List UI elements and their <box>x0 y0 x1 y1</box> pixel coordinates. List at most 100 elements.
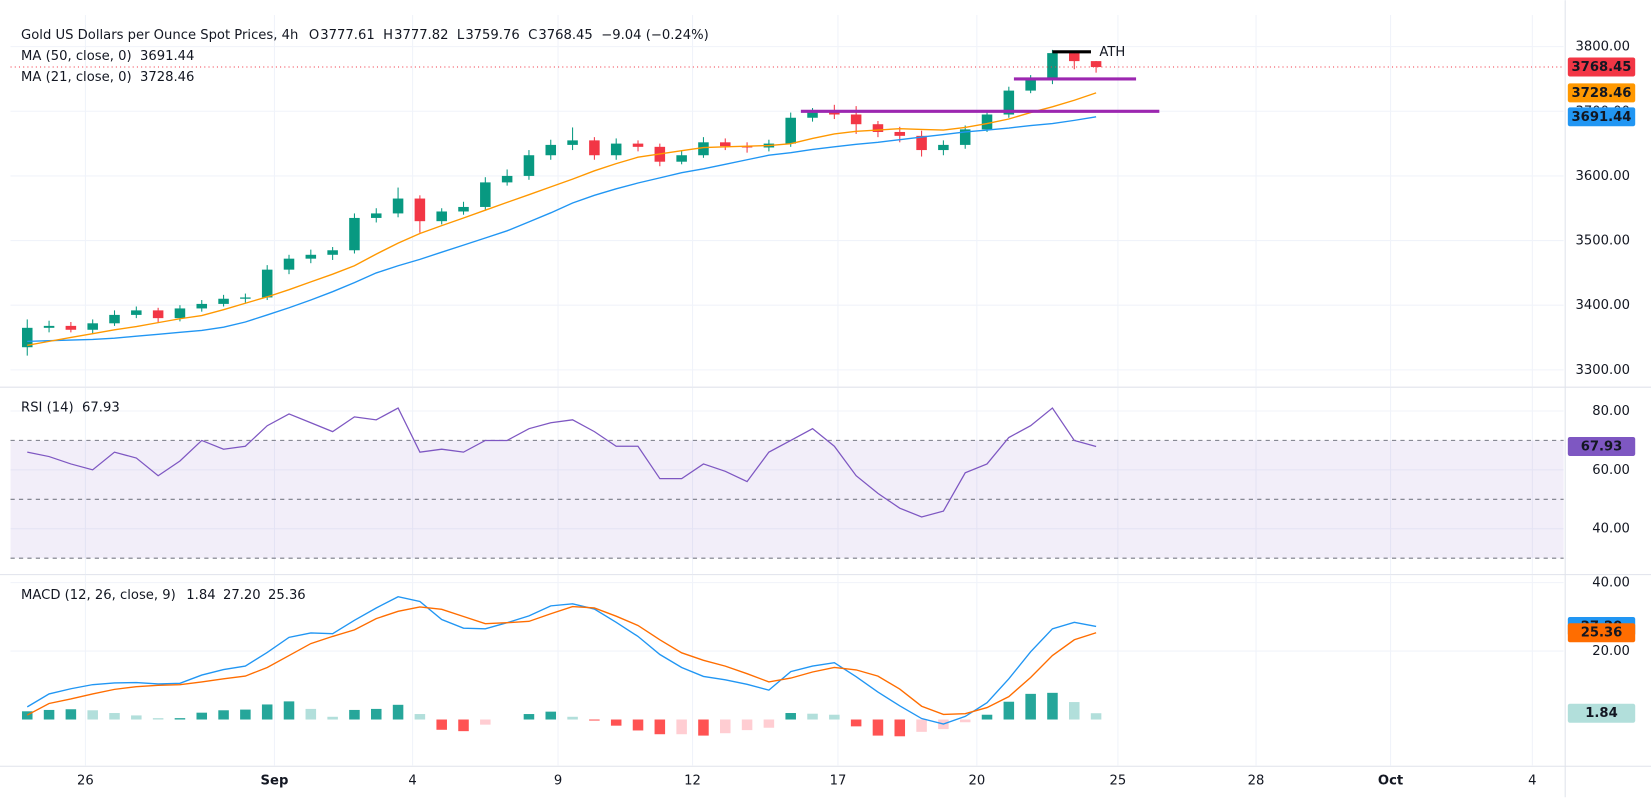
candle-body <box>392 198 404 214</box>
candle-body <box>720 142 731 147</box>
histogram-bar <box>349 709 360 720</box>
histogram-bar <box>327 716 338 720</box>
legend-text: H <box>383 28 393 43</box>
histogram-bar <box>872 719 884 736</box>
candle-body <box>1047 53 1058 81</box>
y-tick-label: 3300.00 <box>1576 363 1630 378</box>
histogram-bar <box>1090 713 1102 720</box>
histogram-bar <box>392 704 404 720</box>
histogram-bar <box>174 718 186 720</box>
histogram-bar <box>458 719 469 732</box>
histogram-bar <box>305 708 317 720</box>
histogram-bar <box>152 718 164 720</box>
legend-text: 27.20 <box>223 588 261 603</box>
x-tick-label: Sep <box>261 773 289 788</box>
x-tick-label: 26 <box>77 773 94 788</box>
candle-body <box>131 310 142 315</box>
histogram-bar <box>959 719 971 723</box>
rsi-line <box>27 407 1097 518</box>
y-tick-label: 40.00 <box>1592 576 1630 591</box>
legend-text: RSI (14) <box>21 401 74 416</box>
histogram-bar <box>240 709 251 720</box>
candle-body <box>261 269 273 298</box>
legend-text: 3777.82 <box>394 28 448 43</box>
legend-text: −9.04 (−0.24%) <box>601 28 709 43</box>
histogram-bar <box>414 714 426 720</box>
histogram-bar <box>850 719 862 727</box>
candle-body <box>785 117 796 144</box>
histogram-bar <box>109 713 120 720</box>
value-tag-label: 3768.45 <box>1572 60 1632 75</box>
candle-body <box>1025 80 1036 91</box>
candle-body <box>458 206 469 212</box>
histogram-bar <box>1025 693 1036 720</box>
x-tick-label: 12 <box>684 773 701 788</box>
histogram-bar <box>436 719 447 730</box>
legend-text: C <box>528 28 537 43</box>
value-tag <box>1567 437 1636 456</box>
value-tag-label: 3728.46 <box>1572 86 1632 101</box>
candle-body <box>196 303 208 309</box>
moving-average <box>27 116 1097 343</box>
histogram-bar <box>632 719 644 731</box>
histogram-bar <box>894 719 906 737</box>
legend-text: O <box>309 28 319 43</box>
histogram-bar <box>720 719 731 734</box>
legend-text: 1.84 <box>186 588 215 603</box>
legend-text: 3728.46 <box>140 70 194 85</box>
histogram-bar <box>370 708 382 720</box>
value-tag <box>1567 703 1636 723</box>
legend-text: 3759.76 <box>465 28 519 43</box>
legend-text: 67.93 <box>82 401 120 416</box>
value-tag-label: 3691.44 <box>1572 110 1632 125</box>
y-tick-label: 3800.00 <box>1576 40 1630 55</box>
candle-body <box>850 114 862 125</box>
candle-body <box>65 325 77 330</box>
value-tag-label: 67.93 <box>1581 440 1623 455</box>
histogram-bar <box>829 714 840 720</box>
histogram-bar <box>545 711 557 720</box>
y-tick-label: 3500.00 <box>1576 234 1630 249</box>
candle-body <box>305 254 317 259</box>
histogram-bar <box>698 719 709 736</box>
legend-text: MA (21, close, 0) <box>21 70 132 85</box>
candle-body <box>436 211 447 222</box>
macd-line <box>26 605 1097 716</box>
candle-body <box>1090 61 1102 68</box>
candle-body <box>632 143 644 147</box>
histogram-bar <box>21 711 33 720</box>
candle-body <box>1069 53 1080 62</box>
candle-body <box>43 325 55 328</box>
histogram-bar <box>43 709 55 720</box>
histogram-bar <box>916 719 927 732</box>
candle-body <box>523 155 535 176</box>
candle-body <box>480 182 491 207</box>
x-tick-label: 25 <box>1110 773 1127 788</box>
histogram-bar <box>218 710 229 720</box>
candle-body <box>283 258 295 270</box>
value-tag <box>1567 83 1636 103</box>
histogram-bar <box>567 716 578 720</box>
histogram-bar <box>196 712 208 720</box>
legend-text: MACD (12, 26, close, 9) <box>21 588 176 603</box>
legend-text: L <box>457 28 465 43</box>
y-tick-label: 60.00 <box>1592 463 1630 478</box>
candle-body <box>152 310 164 319</box>
candle-body <box>981 114 993 130</box>
histogram-bar <box>654 719 666 735</box>
candle-body <box>676 155 687 162</box>
value-tag <box>1567 57 1636 77</box>
moving-average <box>27 92 1097 346</box>
legend-text: 3691.44 <box>140 49 194 64</box>
histogram-bar <box>610 719 622 726</box>
candle-body <box>567 140 578 145</box>
legend-text: Gold US Dollars per Ounce Spot Prices, 4… <box>21 28 298 43</box>
histogram-bar <box>87 710 98 720</box>
candle-body <box>807 112 818 118</box>
level-label: ATH <box>1099 45 1125 60</box>
candle-body <box>327 250 338 255</box>
histogram-bar <box>131 715 142 720</box>
histogram-bar <box>480 719 491 725</box>
candle-body <box>545 144 557 156</box>
histogram-bar <box>1047 692 1058 720</box>
